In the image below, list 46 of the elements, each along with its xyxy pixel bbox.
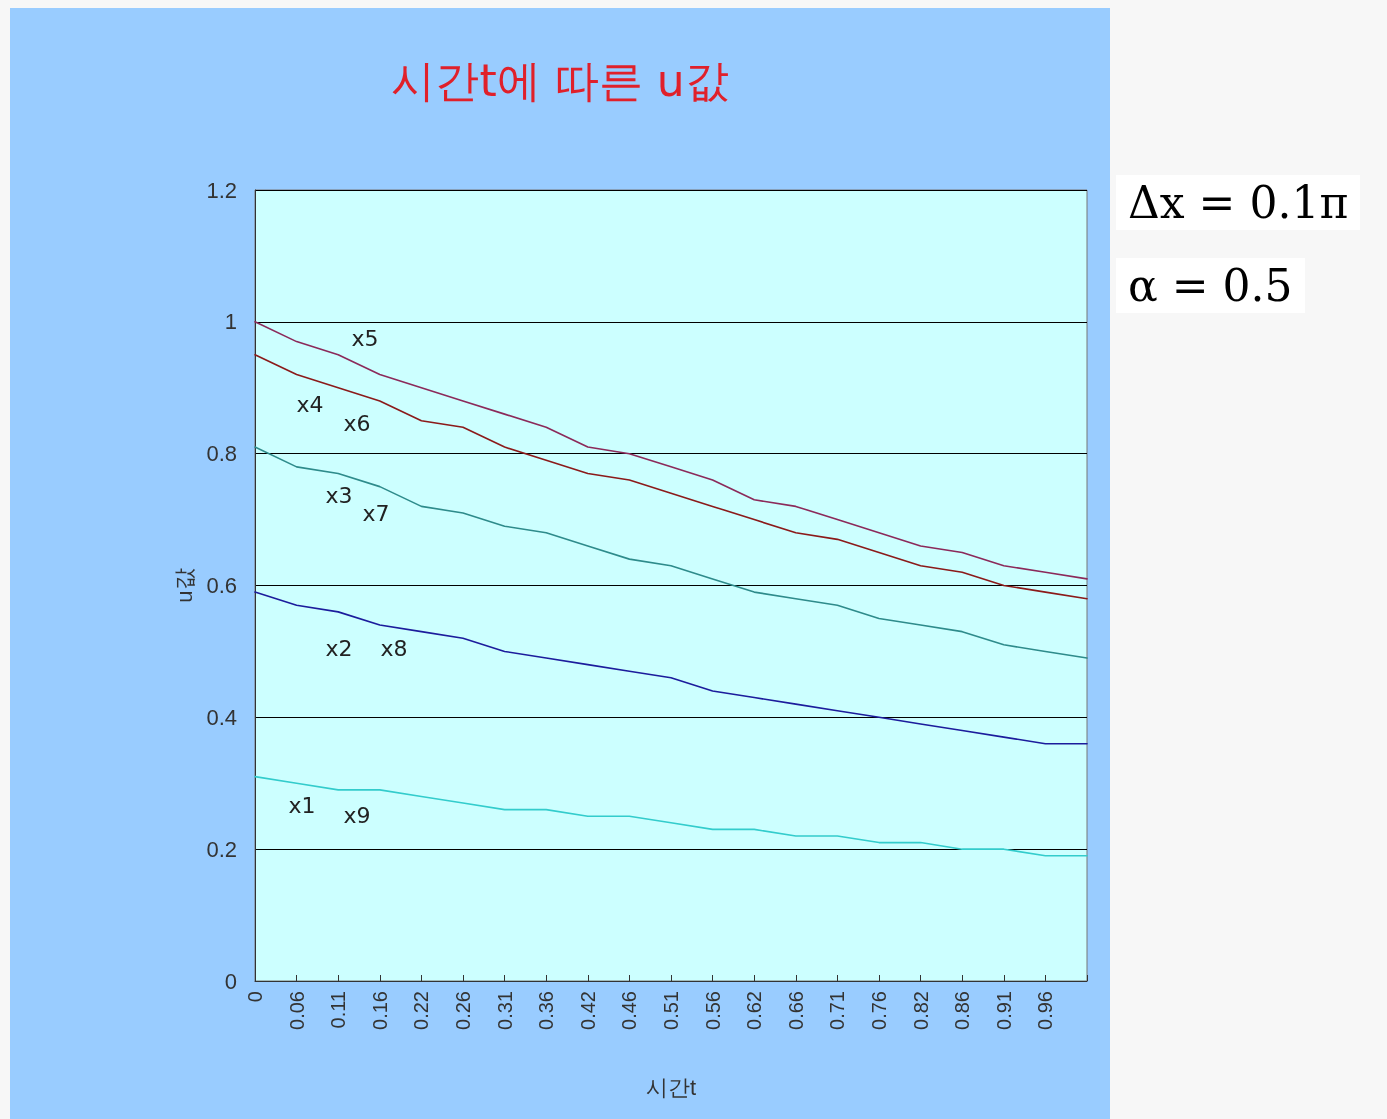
x-tick-label: 0.96 (1034, 991, 1057, 1030)
annotation: x6 (343, 410, 371, 436)
x-tick-label: 0.66 (784, 991, 807, 1030)
line-series (254, 591, 1088, 745)
annotation: x7 (362, 500, 390, 526)
annotation: x3 (325, 482, 353, 508)
line-series (254, 353, 1088, 600)
y-tick-label: 0.6 (206, 573, 237, 598)
x-tick-label: 0.31 (493, 991, 516, 1030)
x-tick-label: 0.62 (743, 991, 766, 1030)
x-tick-label: 0.36 (535, 991, 558, 1030)
x-tick-label: 0 (244, 991, 266, 1003)
x-tick-label: 0.26 (452, 991, 474, 1030)
x-axis-title: 시간t (645, 1074, 697, 1100)
x-tick-label: 0.22 (410, 991, 433, 1030)
y-tick-label: 0.8 (206, 441, 237, 467)
x-tick-label: 0.51 (660, 991, 682, 1030)
annotation: x8 (380, 635, 408, 661)
y-tick-label: 1 (224, 309, 237, 335)
x-tick-label: 0.71 (826, 991, 849, 1030)
text: α = 0.5 (1116, 258, 1305, 313)
line-series (254, 775, 1088, 857)
y-tick-label: 0 (224, 968, 237, 994)
y-tick-label: 1.2 (206, 177, 237, 203)
line-series (254, 446, 1088, 659)
y-axis-title: u값 (171, 568, 197, 603)
x-tick-label: 0.86 (951, 991, 974, 1030)
annotation: x1 (288, 792, 316, 818)
annotation: x4 (296, 391, 324, 417)
annotation: x9 (343, 802, 371, 828)
chart-title: 시간t에 따른 u값 (391, 54, 729, 106)
y-tick-label: 0.2 (206, 836, 237, 862)
x-tick-label: 0.46 (618, 991, 641, 1030)
x-tick-label: 0.16 (368, 991, 391, 1030)
text: Δx = 0.1π (1116, 175, 1361, 230)
x-tick-label: 0.56 (701, 991, 724, 1030)
x-tick-label: 0.82 (909, 991, 932, 1030)
x-tick-label: 0.06 (285, 991, 308, 1030)
x-tick-label: 0.11 (327, 991, 350, 1029)
annotation: x2 (325, 635, 353, 661)
x-tick-label: 0.91 (992, 991, 1015, 1030)
y-tick-label: 0.4 (206, 704, 237, 730)
annotation: x5 (351, 325, 379, 351)
line-series (254, 321, 1088, 580)
x-tick-label: 0.42 (576, 991, 599, 1030)
x-tick-label: 0.76 (868, 991, 890, 1030)
